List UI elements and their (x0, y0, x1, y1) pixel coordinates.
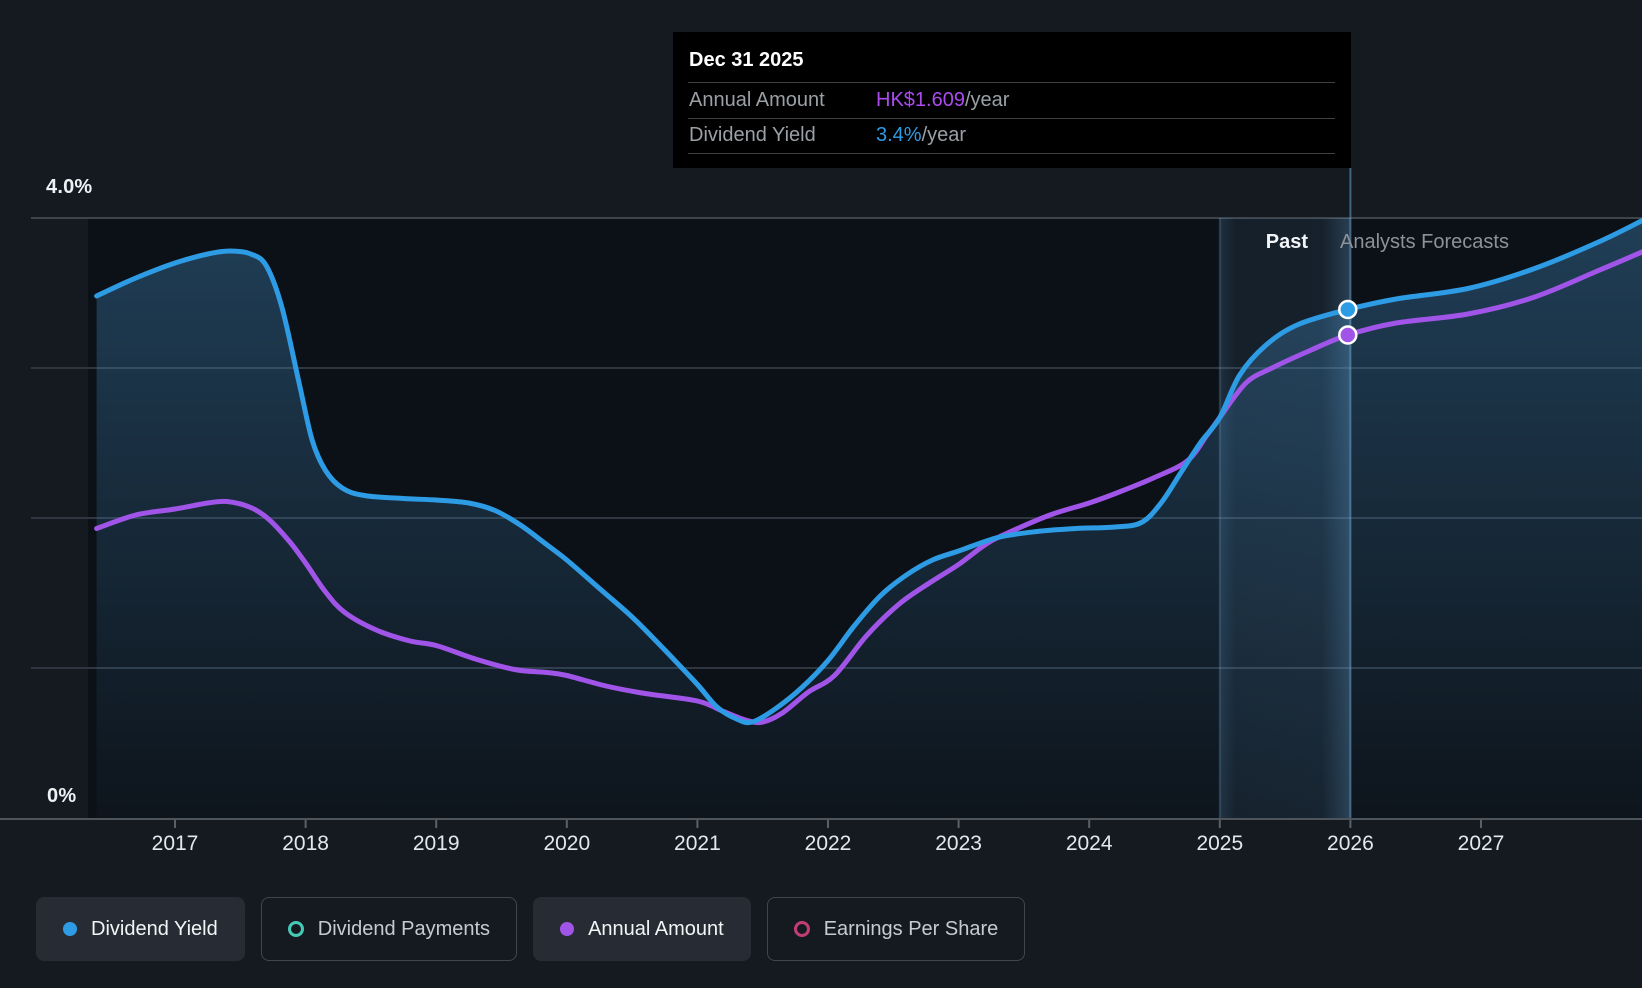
tooltip-divider (688, 117, 1335, 119)
forecast-annotation: Analysts Forecasts (1340, 231, 1509, 253)
legend-ring-icon (793, 921, 810, 937)
tooltip-date: Dec 31 2025 (689, 49, 804, 71)
legend-toggle-earnings-per-share[interactable]: Earnings Per Share (766, 897, 1026, 961)
x-tick-label: 2018 (282, 832, 329, 855)
x-tick-label: 2026 (1327, 832, 1374, 855)
legend-dot-icon (560, 922, 575, 936)
marker-annual-amount (1338, 325, 1358, 345)
past-annotation: Past (1265, 231, 1308, 253)
tooltip-divider (688, 82, 1335, 83)
tooltip-row: Annual Amount HK$1.609/year (689, 88, 1335, 112)
legend-label: Annual Amount (588, 917, 724, 940)
tooltip-row-label: Dividend Yield (689, 124, 816, 146)
tooltip-row-value: 3.4%/year (876, 124, 967, 146)
x-tick-label: 2025 (1196, 832, 1244, 855)
x-tick-label: 2019 (412, 832, 460, 855)
tooltip-row-value: HK$1.609/year (876, 88, 1010, 111)
legend-toggle-dividend-payments[interactable]: Dividend Payments (260, 897, 518, 961)
y-axis-min-label: 0% (47, 785, 77, 807)
legend-toggle-annual-amount[interactable]: Annual Amount (533, 897, 751, 961)
tooltip-divider (688, 153, 1335, 154)
annual-amount-line (94, 249, 1642, 726)
tooltip: Dec 31 2025 Annual Amount HK$1.609/year Di… (673, 32, 1351, 168)
legend-label: Earnings Per Share (823, 917, 999, 940)
x-axis-labels: 2017 2018 2019 2020 2021 2022 2023 2024 2025 2026… (0, 832, 1642, 862)
x-tick-label: 2017 (151, 832, 199, 855)
y-axis-max-label: 4.0% (46, 176, 93, 198)
legend: Dividend Yield Dividend Payments Annual Am… (36, 897, 1026, 961)
x-tick-label: 2021 (674, 832, 721, 855)
tooltip-row: Dividend Yield 3.4%/year (689, 124, 1335, 148)
forecast-highlight-band (1219, 218, 1351, 818)
legend-ring-icon (287, 921, 304, 937)
x-tick-label: 2024 (1065, 832, 1113, 855)
legend-label: Dividend Payments (317, 917, 491, 940)
legend-label: Dividend Yield (91, 917, 218, 940)
legend-dot-icon (63, 922, 77, 936)
x-tick-label: 2020 (543, 832, 591, 855)
dividend-yield-line (94, 217, 1642, 726)
tooltip-row-label: Annual Amount (689, 88, 825, 111)
legend-toggle-dividend-yield[interactable]: Dividend Yield (36, 897, 245, 961)
x-tick-label: 2027 (1457, 832, 1505, 855)
marker-dividend-yield (1338, 299, 1358, 320)
x-tick-label: 2022 (804, 832, 852, 855)
x-tick-label: 2023 (935, 832, 982, 855)
